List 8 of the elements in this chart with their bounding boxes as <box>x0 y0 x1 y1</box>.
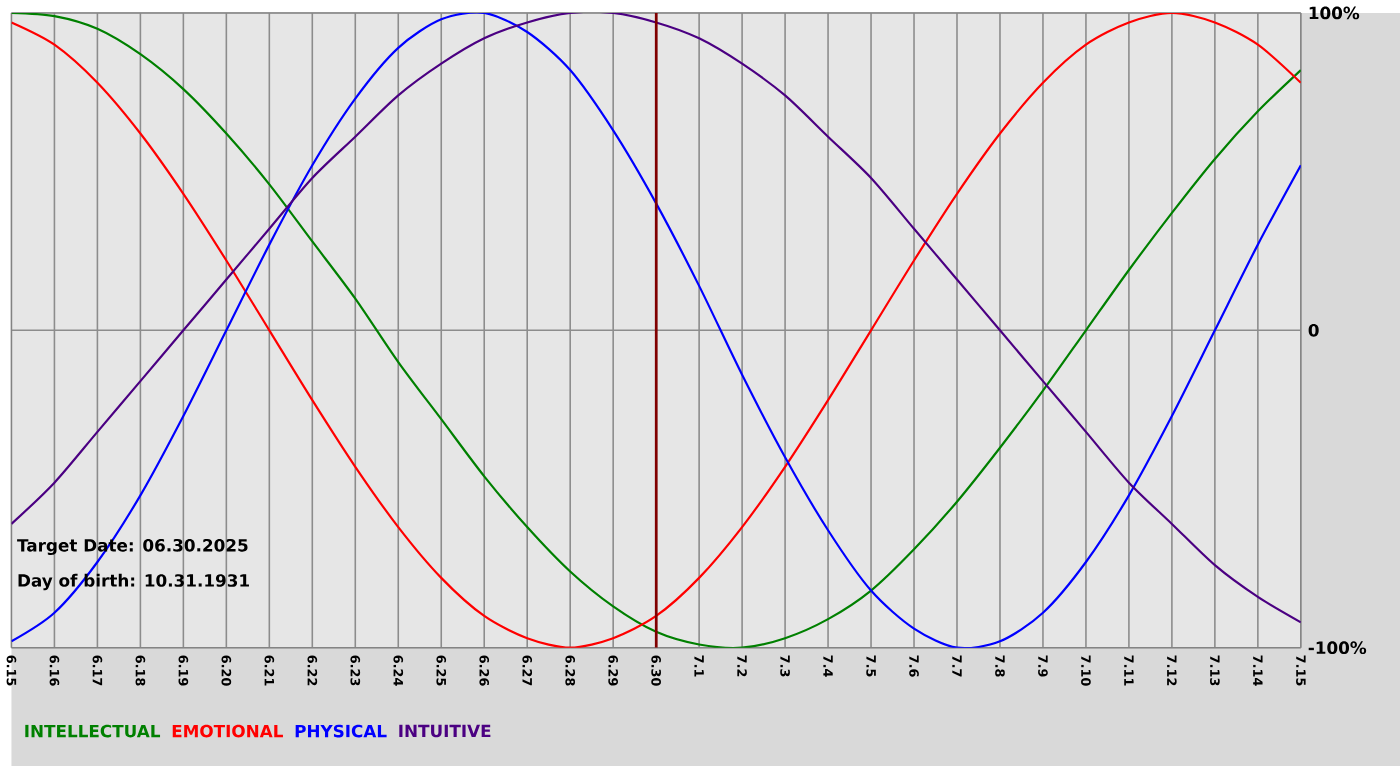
text: EMOTIONAL <box>172 724 283 738</box>
y-tick-label: 0 <box>1308 323 1319 337</box>
annotation: Day of birth: 10.31.1931 <box>18 573 249 590</box>
text: INTELLECTUAL <box>25 724 161 738</box>
text: PHYSICAL <box>295 724 387 738</box>
y-tick-label: -100% <box>1308 641 1367 654</box>
text: INTUITIVE <box>399 724 491 737</box>
y-tick-label: 100% <box>1309 6 1360 19</box>
